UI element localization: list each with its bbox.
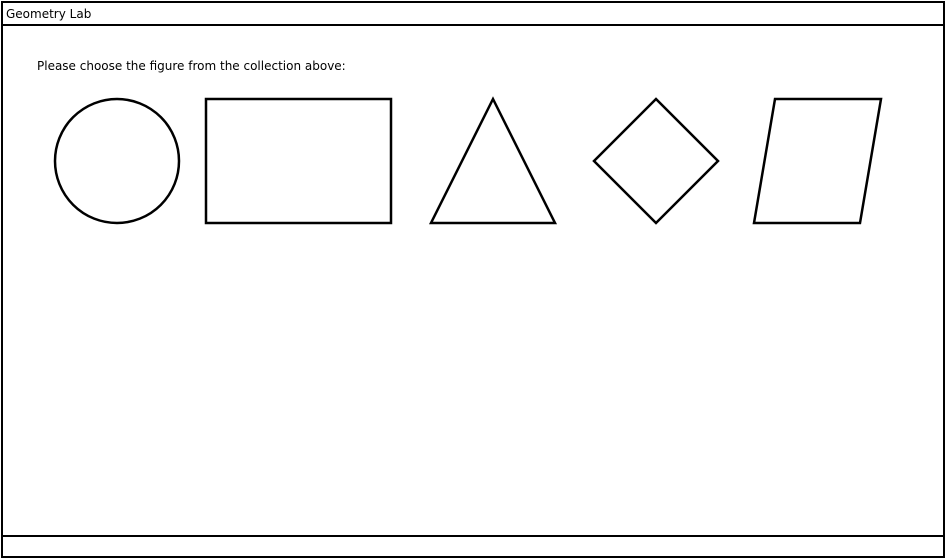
rectangle-shape[interactable] <box>204 97 393 225</box>
status-bar <box>3 535 943 556</box>
parallelogram-shape[interactable] <box>752 97 883 225</box>
triangle-shape[interactable] <box>428 96 558 225</box>
circle-shape[interactable] <box>53 97 181 225</box>
instruction-text: Please choose the figure from the collec… <box>37 59 346 73</box>
title-bar: Geometry Lab <box>3 3 943 26</box>
diamond-shape[interactable] <box>592 97 720 225</box>
window-title: Geometry Lab <box>6 7 92 21</box>
figure-collection <box>53 96 883 225</box>
